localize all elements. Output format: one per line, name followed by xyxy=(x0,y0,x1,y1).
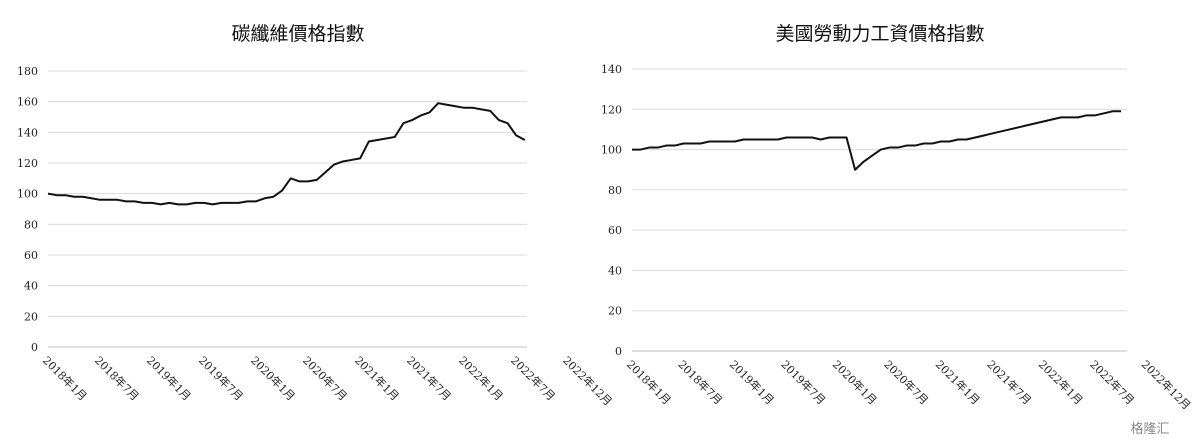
x-tick-label: 2020年1月 xyxy=(830,357,880,407)
y-tick-label: 80 xyxy=(24,218,38,231)
y-tick-label: 160 xyxy=(17,96,38,109)
x-tick-label: 2021年1月 xyxy=(933,357,983,407)
x-tick-label: 2022年1月 xyxy=(1036,357,1086,407)
chart-title: 碳纖維價格指數 xyxy=(231,23,364,45)
x-tick-label: 2022年1月 xyxy=(456,353,506,403)
y-tick-label: 100 xyxy=(17,188,38,201)
x-tick-label: 2020年7月 xyxy=(300,353,350,403)
x-tick-label: 2018年1月 xyxy=(40,353,90,403)
x-tick-label: 2022年12月 xyxy=(560,353,615,408)
x-tick-label: 2022年7月 xyxy=(508,353,558,403)
x-tick-label: 2019年1月 xyxy=(727,357,777,407)
x-tick-label: 2021年7月 xyxy=(984,357,1034,407)
y-tick-label: 60 xyxy=(608,224,622,237)
y-tick-label: 0 xyxy=(615,345,622,358)
y-tick-label: 120 xyxy=(601,103,622,116)
data-line xyxy=(632,110,1122,171)
y-tick-label: 40 xyxy=(608,264,622,277)
y-tick-label: 140 xyxy=(601,63,622,76)
y-tick-label: 120 xyxy=(17,157,38,170)
x-tick-label: 2019年7月 xyxy=(778,357,828,407)
x-tick-label: 2018年1月 xyxy=(624,357,674,407)
chart-title: 美國勞動力工資價格指數 xyxy=(775,23,984,45)
y-tick-label: 80 xyxy=(608,184,622,197)
x-tick-label: 2022年12月 xyxy=(1139,357,1194,412)
x-tick-label: 2020年1月 xyxy=(248,353,298,403)
y-tick-label: 60 xyxy=(24,249,38,262)
watermark: 格隆汇 xyxy=(1130,421,1169,437)
x-tick-label: 2018年7月 xyxy=(675,357,725,407)
x-tick-label: 2020年7月 xyxy=(881,357,931,407)
y-tick-label: 180 xyxy=(17,65,38,78)
x-tick-label: 2019年1月 xyxy=(144,353,194,403)
x-tick-label: 2021年7月 xyxy=(404,353,454,403)
x-tick-label: 2019年7月 xyxy=(196,353,246,403)
x-tick-label: 2018年7月 xyxy=(92,353,142,403)
data-line xyxy=(47,102,526,206)
y-tick-label: 20 xyxy=(24,310,38,323)
y-tick-label: 40 xyxy=(24,280,38,293)
x-tick-label: 2022年7月 xyxy=(1087,357,1137,407)
y-tick-label: 20 xyxy=(608,305,622,318)
y-tick-label: 0 xyxy=(31,341,38,354)
x-tick-label: 2021年1月 xyxy=(352,353,402,403)
y-tick-label: 140 xyxy=(17,126,38,139)
y-tick-label: 100 xyxy=(601,144,622,157)
